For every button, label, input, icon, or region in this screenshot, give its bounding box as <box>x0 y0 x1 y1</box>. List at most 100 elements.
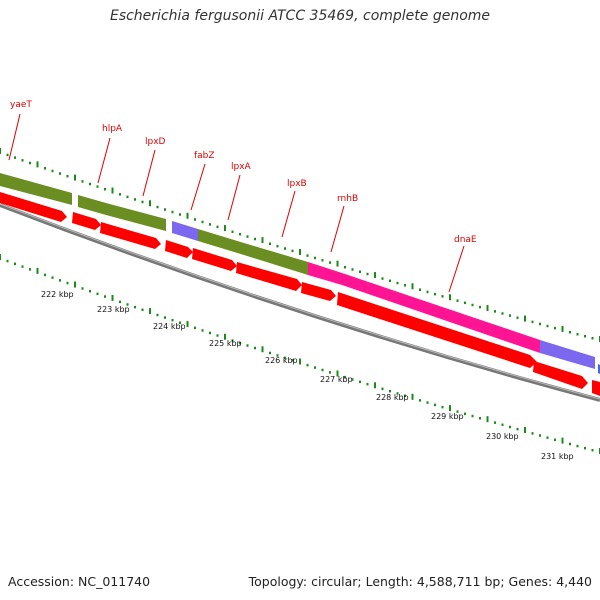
minor-tick <box>66 281 69 285</box>
major-tick <box>486 305 489 312</box>
minor-tick <box>306 254 309 257</box>
minor-tick <box>209 331 211 335</box>
inner-tick-marks <box>0 254 600 454</box>
major-tick <box>36 161 39 168</box>
minor-tick <box>591 448 594 452</box>
minor-tick <box>389 389 391 393</box>
minor-tick <box>366 382 369 386</box>
major-tick <box>224 225 226 232</box>
minor-tick <box>201 220 204 224</box>
forward-strand-features <box>0 173 600 374</box>
minor-tick <box>464 301 466 305</box>
minor-tick <box>141 308 144 312</box>
minor-tick <box>231 339 234 342</box>
major-tick <box>374 382 376 389</box>
minor-tick <box>44 273 46 277</box>
kbp-label: 222 kbp <box>41 290 74 299</box>
minor-tick <box>66 174 69 178</box>
major-tick <box>74 281 76 288</box>
minor-tick <box>479 417 481 420</box>
kbp-label: 231 kbp <box>541 452 574 461</box>
reverse-strand-features <box>0 192 600 396</box>
minor-tick <box>509 314 511 317</box>
minor-tick <box>156 313 159 317</box>
minor-tick <box>531 432 534 435</box>
minor-tick <box>171 318 174 322</box>
minor-tick <box>276 244 279 248</box>
minor-tick <box>569 442 571 446</box>
minor-tick <box>539 434 541 437</box>
minor-tick <box>254 346 256 350</box>
minor-tick <box>569 330 571 334</box>
minor-tick <box>59 172 61 175</box>
minor-tick <box>29 268 31 271</box>
minor-tick <box>194 218 196 221</box>
kbp-label: 228 kbp <box>376 393 409 402</box>
minor-tick <box>404 284 406 287</box>
minor-tick <box>351 378 354 381</box>
minor-tick <box>21 159 24 162</box>
minor-tick <box>539 322 541 326</box>
minor-tick <box>546 436 549 439</box>
gene-feature-hlpA <box>78 195 106 215</box>
minor-tick <box>89 182 91 186</box>
gene-feature-lpxD <box>106 203 166 231</box>
minor-tick <box>381 277 384 280</box>
minor-tick <box>126 195 129 199</box>
minor-tick <box>306 363 309 367</box>
gene-label-lpxB: lpxB <box>287 179 307 189</box>
minor-tick <box>179 321 181 324</box>
minor-tick <box>164 208 166 211</box>
major-tick <box>261 237 264 244</box>
major-tick <box>524 315 526 322</box>
map-title: Escherichia fergusonii ATCC 35469, compl… <box>109 8 491 24</box>
minor-tick <box>104 187 106 191</box>
minor-tick <box>516 427 519 431</box>
gene-feature-dnaE <box>342 273 540 353</box>
minor-tick <box>14 156 16 159</box>
minor-tick <box>254 237 256 241</box>
minor-tick <box>291 249 294 253</box>
minor-tick <box>216 225 219 229</box>
minor-tick <box>239 232 241 236</box>
gene-label-fabZ: fabZ <box>194 151 215 161</box>
minor-tick <box>284 356 286 360</box>
major-tick <box>486 416 489 423</box>
minor-tick <box>584 334 586 338</box>
minor-tick <box>104 295 106 298</box>
major-tick <box>299 249 301 255</box>
minor-tick <box>209 223 211 226</box>
kbp-label: 230 kbp <box>486 432 519 441</box>
minor-tick <box>426 401 429 404</box>
major-tick <box>336 370 339 377</box>
gene-label-lpxA: lpxA <box>231 162 252 172</box>
major-tick <box>149 308 151 315</box>
minor-tick <box>201 329 204 332</box>
minor-tick <box>231 230 234 233</box>
minor-tick <box>479 305 481 309</box>
kbp-label: 224 kbp <box>153 322 186 331</box>
kbp-label: 226 kbp <box>265 356 298 365</box>
minor-tick <box>344 375 346 379</box>
minor-tick <box>141 200 144 204</box>
minor-tick <box>246 344 249 347</box>
minor-tick <box>6 153 9 157</box>
gene-label-yaeT: yaeT <box>10 100 32 110</box>
minor-tick <box>6 259 9 263</box>
minor-tick <box>531 320 534 324</box>
minor-tick <box>96 292 99 296</box>
minor-tick <box>171 210 174 214</box>
accession-text: Accession: NC_011740 <box>8 574 151 589</box>
minor-tick <box>284 247 286 250</box>
minor-tick <box>501 312 504 315</box>
gene-labels: yaeT hlpA lpxD fabZ lpxA lpxB rnhB dnaE <box>8 100 477 293</box>
minor-tick <box>456 410 459 413</box>
minor-tick <box>576 332 579 336</box>
major-tick <box>561 437 564 444</box>
gene-label-hlpA: hlpA <box>102 124 123 134</box>
minor-tick <box>344 265 346 269</box>
minor-tick <box>554 438 556 442</box>
major-tick <box>0 254 1 260</box>
minor-tick <box>321 259 324 262</box>
